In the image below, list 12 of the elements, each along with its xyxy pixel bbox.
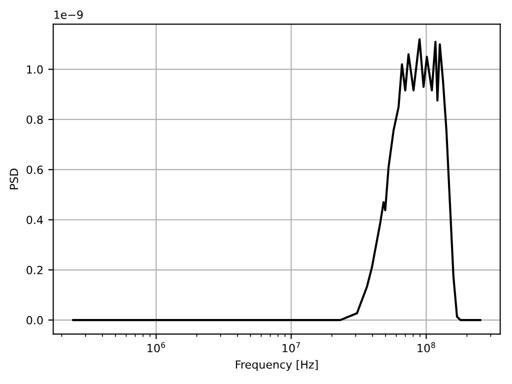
x-tick-label: 10$^{7}$ bbox=[282, 342, 300, 352]
y-tick-label: 1.0 bbox=[27, 65, 43, 74]
y-tick-label: 0.6 bbox=[26, 166, 43, 174]
y-tick-label: 0.4 bbox=[26, 216, 43, 224]
y-axis-title: PSD bbox=[10, 168, 18, 190]
y-tick-label: 0.8 bbox=[26, 115, 43, 124]
text: 1e−9 bbox=[54, 10, 83, 19]
y-tick-label: 0.0 bbox=[26, 316, 43, 324]
x-axis-title: Frequency [Hz] bbox=[236, 360, 318, 371]
y-tick-label: 0.2 bbox=[26, 266, 42, 274]
x-tick-label: 10$^{8}$ bbox=[418, 342, 436, 352]
x-tick-label: 10$^{6}$ bbox=[148, 342, 166, 352]
